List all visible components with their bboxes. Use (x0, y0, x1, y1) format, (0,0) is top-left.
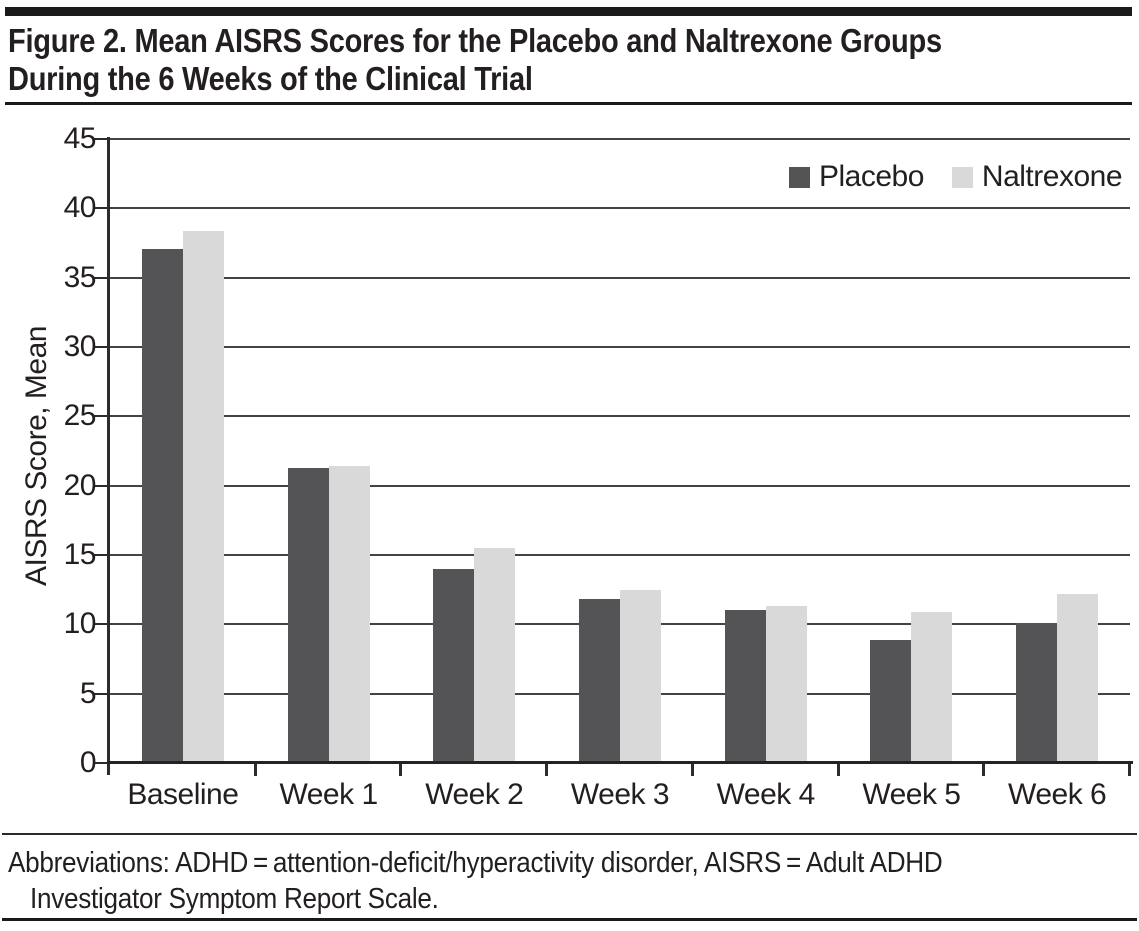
y-tick-0 (94, 762, 107, 764)
x-boundary-tick-2 (399, 764, 402, 776)
x-category-label-week-5: Week 5 (862, 778, 961, 811)
y-tick-30 (94, 346, 107, 348)
y-tick-label-20: 20 (63, 468, 97, 502)
legend-label-naltrexone: Naltrexone (981, 160, 1123, 193)
y-tick-label-45: 45 (63, 122, 97, 155)
footnote-top-rule (2, 833, 1137, 835)
gridline-15 (110, 554, 1130, 556)
y-tick-20 (94, 484, 107, 487)
figure-title-line-2: During the 6 Weeks of the Clinical Trial (8, 60, 533, 97)
x-category-label-baseline: Baseline (127, 778, 239, 811)
y-axis-line (107, 137, 110, 775)
y-tick-15 (94, 554, 107, 556)
gridline-45 (110, 138, 1130, 140)
gridline-35 (110, 276, 1130, 279)
x-category-label-week-2: Week 2 (425, 778, 524, 811)
y-axis-title: AISRS Score, Mean (20, 326, 53, 586)
y-tick-label-10: 10 (63, 607, 97, 641)
y-tick-5 (94, 692, 107, 695)
gridline-40 (110, 207, 1130, 210)
x-boundary-tick-5 (837, 764, 840, 776)
footnote-bottom-rule (2, 918, 1137, 921)
x-boundary-tick-6 (982, 764, 985, 776)
y-tick-40 (94, 207, 107, 210)
gridline-30 (110, 346, 1130, 348)
bar-naltrexone-week-4 (765, 606, 807, 763)
bar-placebo-week-5 (870, 640, 912, 763)
bar-placebo-week-1 (287, 468, 329, 763)
bar-naltrexone-week-2 (474, 548, 516, 763)
y-tick-label-40: 40 (63, 191, 97, 225)
y-tick-label-25: 25 (63, 399, 97, 433)
y-tick-label-0: 0 (79, 746, 97, 779)
y-tick-label-35: 35 (63, 260, 97, 294)
gridline-20 (110, 484, 1130, 487)
x-boundary-tick-3 (545, 764, 548, 776)
bar-placebo-baseline (141, 249, 183, 763)
figure-title-line-1: Figure 2. Mean AISRS Scores for the Plac… (8, 22, 942, 59)
y-tick-45 (94, 138, 107, 140)
x-category-label-week-4: Week 4 (716, 778, 816, 811)
legend-item-naltrexone: Naltrexone (951, 160, 1123, 194)
y-tick-10 (94, 623, 107, 626)
footnote-line-1: Abbreviations: ADHD = attention-deficit/… (8, 847, 943, 879)
bar-placebo-week-6 (1016, 623, 1058, 763)
gridline-25 (110, 415, 1130, 418)
y-tick-25 (94, 415, 107, 418)
x-category-label-week-3: Week 3 (570, 778, 670, 811)
bar-naltrexone-week-1 (328, 466, 370, 763)
x-category-label-week-1: Week 1 (279, 778, 378, 811)
title-divider-rule (5, 102, 1132, 105)
bar-naltrexone-baseline (182, 231, 224, 763)
bar-placebo-week-3 (579, 599, 620, 763)
legend-swatch-placebo (789, 166, 810, 188)
legend-label-placebo: Placebo (819, 160, 924, 193)
figure-top-rule (5, 7, 1132, 16)
x-boundary-tick-1 (254, 764, 257, 776)
y-tick-label-5: 5 (79, 676, 97, 710)
bar-placebo-week-4 (724, 610, 766, 763)
x-boundary-tick-4 (691, 764, 694, 776)
bar-naltrexone-week-5 (911, 612, 953, 763)
bar-placebo-week-2 (433, 569, 475, 763)
x-axis-line (107, 761, 1133, 764)
y-tick-label-30: 30 (63, 330, 97, 363)
y-tick-label-15: 15 (63, 538, 97, 571)
bar-naltrexone-week-3 (620, 590, 661, 763)
legend-item-placebo: Placebo (789, 160, 924, 194)
chart-legend: Placebo Naltrexone (789, 160, 1123, 194)
y-tick-35 (94, 276, 107, 279)
legend-swatch-naltrexone (951, 166, 973, 188)
x-category-label-week-6: Week 6 (1008, 778, 1107, 811)
footnote-line-2: Investigator Symptom Report Scale. (30, 883, 439, 915)
bar-naltrexone-week-6 (1057, 594, 1099, 763)
x-boundary-tick-7 (1128, 764, 1131, 776)
